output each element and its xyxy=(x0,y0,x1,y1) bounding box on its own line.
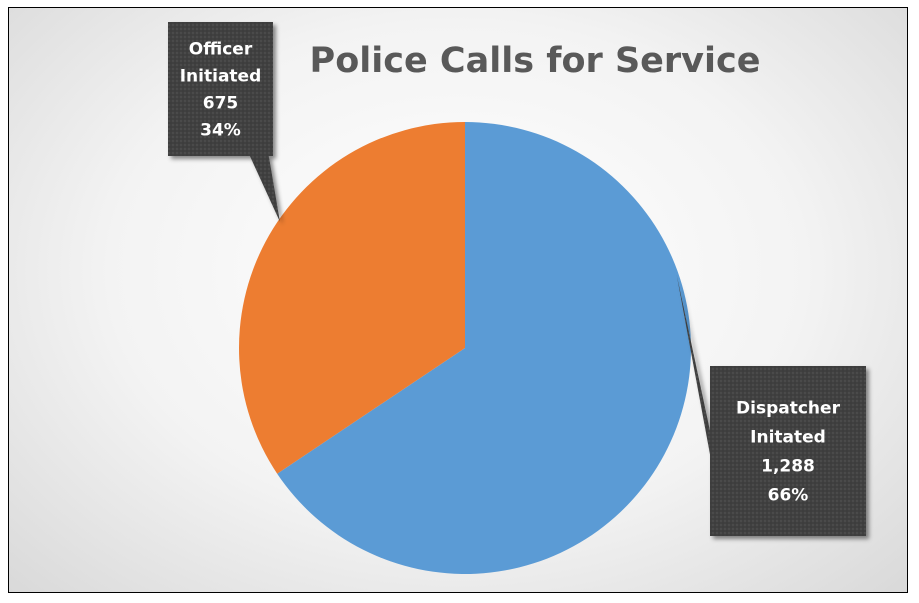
callout-box-0 xyxy=(676,274,866,536)
pie-slice-1 xyxy=(239,122,465,474)
pie-slice-0 xyxy=(277,122,691,574)
pie-slices xyxy=(239,122,691,574)
callout-text-1: Officer Initiated 675 34% xyxy=(180,40,262,141)
callout-percent: 34% xyxy=(200,121,241,141)
callout-percent: 66% xyxy=(768,486,809,506)
callout-label-line: Initated xyxy=(750,428,826,448)
data-label-1 xyxy=(168,22,280,222)
callout-value: 1,288 xyxy=(761,457,815,477)
callout-value: 675 xyxy=(203,94,239,114)
data-callouts: Dispatcher Initated 1,288 66% Officer Initiat… xyxy=(168,22,866,536)
callout-text-0: Dispatcher Initated 1,288 66% xyxy=(736,399,841,506)
callout-box-1 xyxy=(168,22,280,222)
chart-title: Police Calls for Service xyxy=(310,41,761,81)
data-label-0 xyxy=(676,274,866,536)
callout-label-line: Officer xyxy=(189,40,253,60)
callout-label-line: Dispatcher xyxy=(736,399,841,419)
callout-label-line: Initiated xyxy=(180,67,262,87)
